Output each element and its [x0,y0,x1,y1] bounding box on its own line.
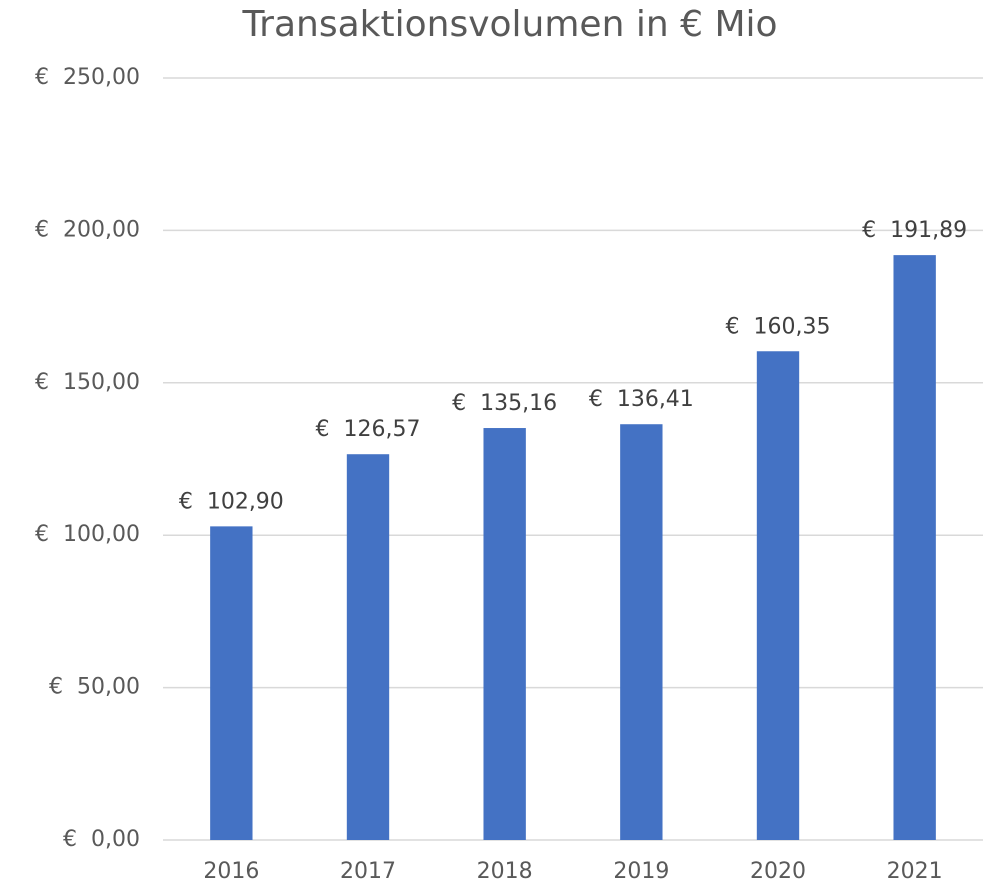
bar [620,424,663,840]
y-tick-label: € 150,00 [35,370,140,395]
bar [346,454,390,840]
x-tick-label: 2018 [477,859,533,883]
bar [483,428,526,840]
chart-title: Transaktionsvolumen in € Mio [241,4,777,45]
x-tick-label: 2020 [750,859,806,883]
data-label: € 191,89 [862,218,967,243]
y-tick-label: € 200,00 [35,217,140,242]
bar [756,351,800,840]
x-tick-label: 2017 [340,859,396,883]
x-tick-label: 2019 [613,859,669,883]
data-label: € 136,41 [589,387,694,412]
x-tick-label: 2016 [203,859,259,883]
y-tick-label: € 0,00 [63,827,140,852]
bar [210,526,253,840]
data-label: € 102,90 [179,489,284,514]
y-tick-label: € 100,00 [35,522,140,547]
data-label: € 160,35 [726,314,831,339]
bar [893,255,936,841]
x-tick-label: 2021 [887,859,943,883]
data-label: € 126,57 [316,417,421,442]
data-label: € 135,16 [452,391,557,416]
y-tick-label: € 250,00 [35,65,140,90]
y-tick-label: € 50,00 [49,675,140,700]
